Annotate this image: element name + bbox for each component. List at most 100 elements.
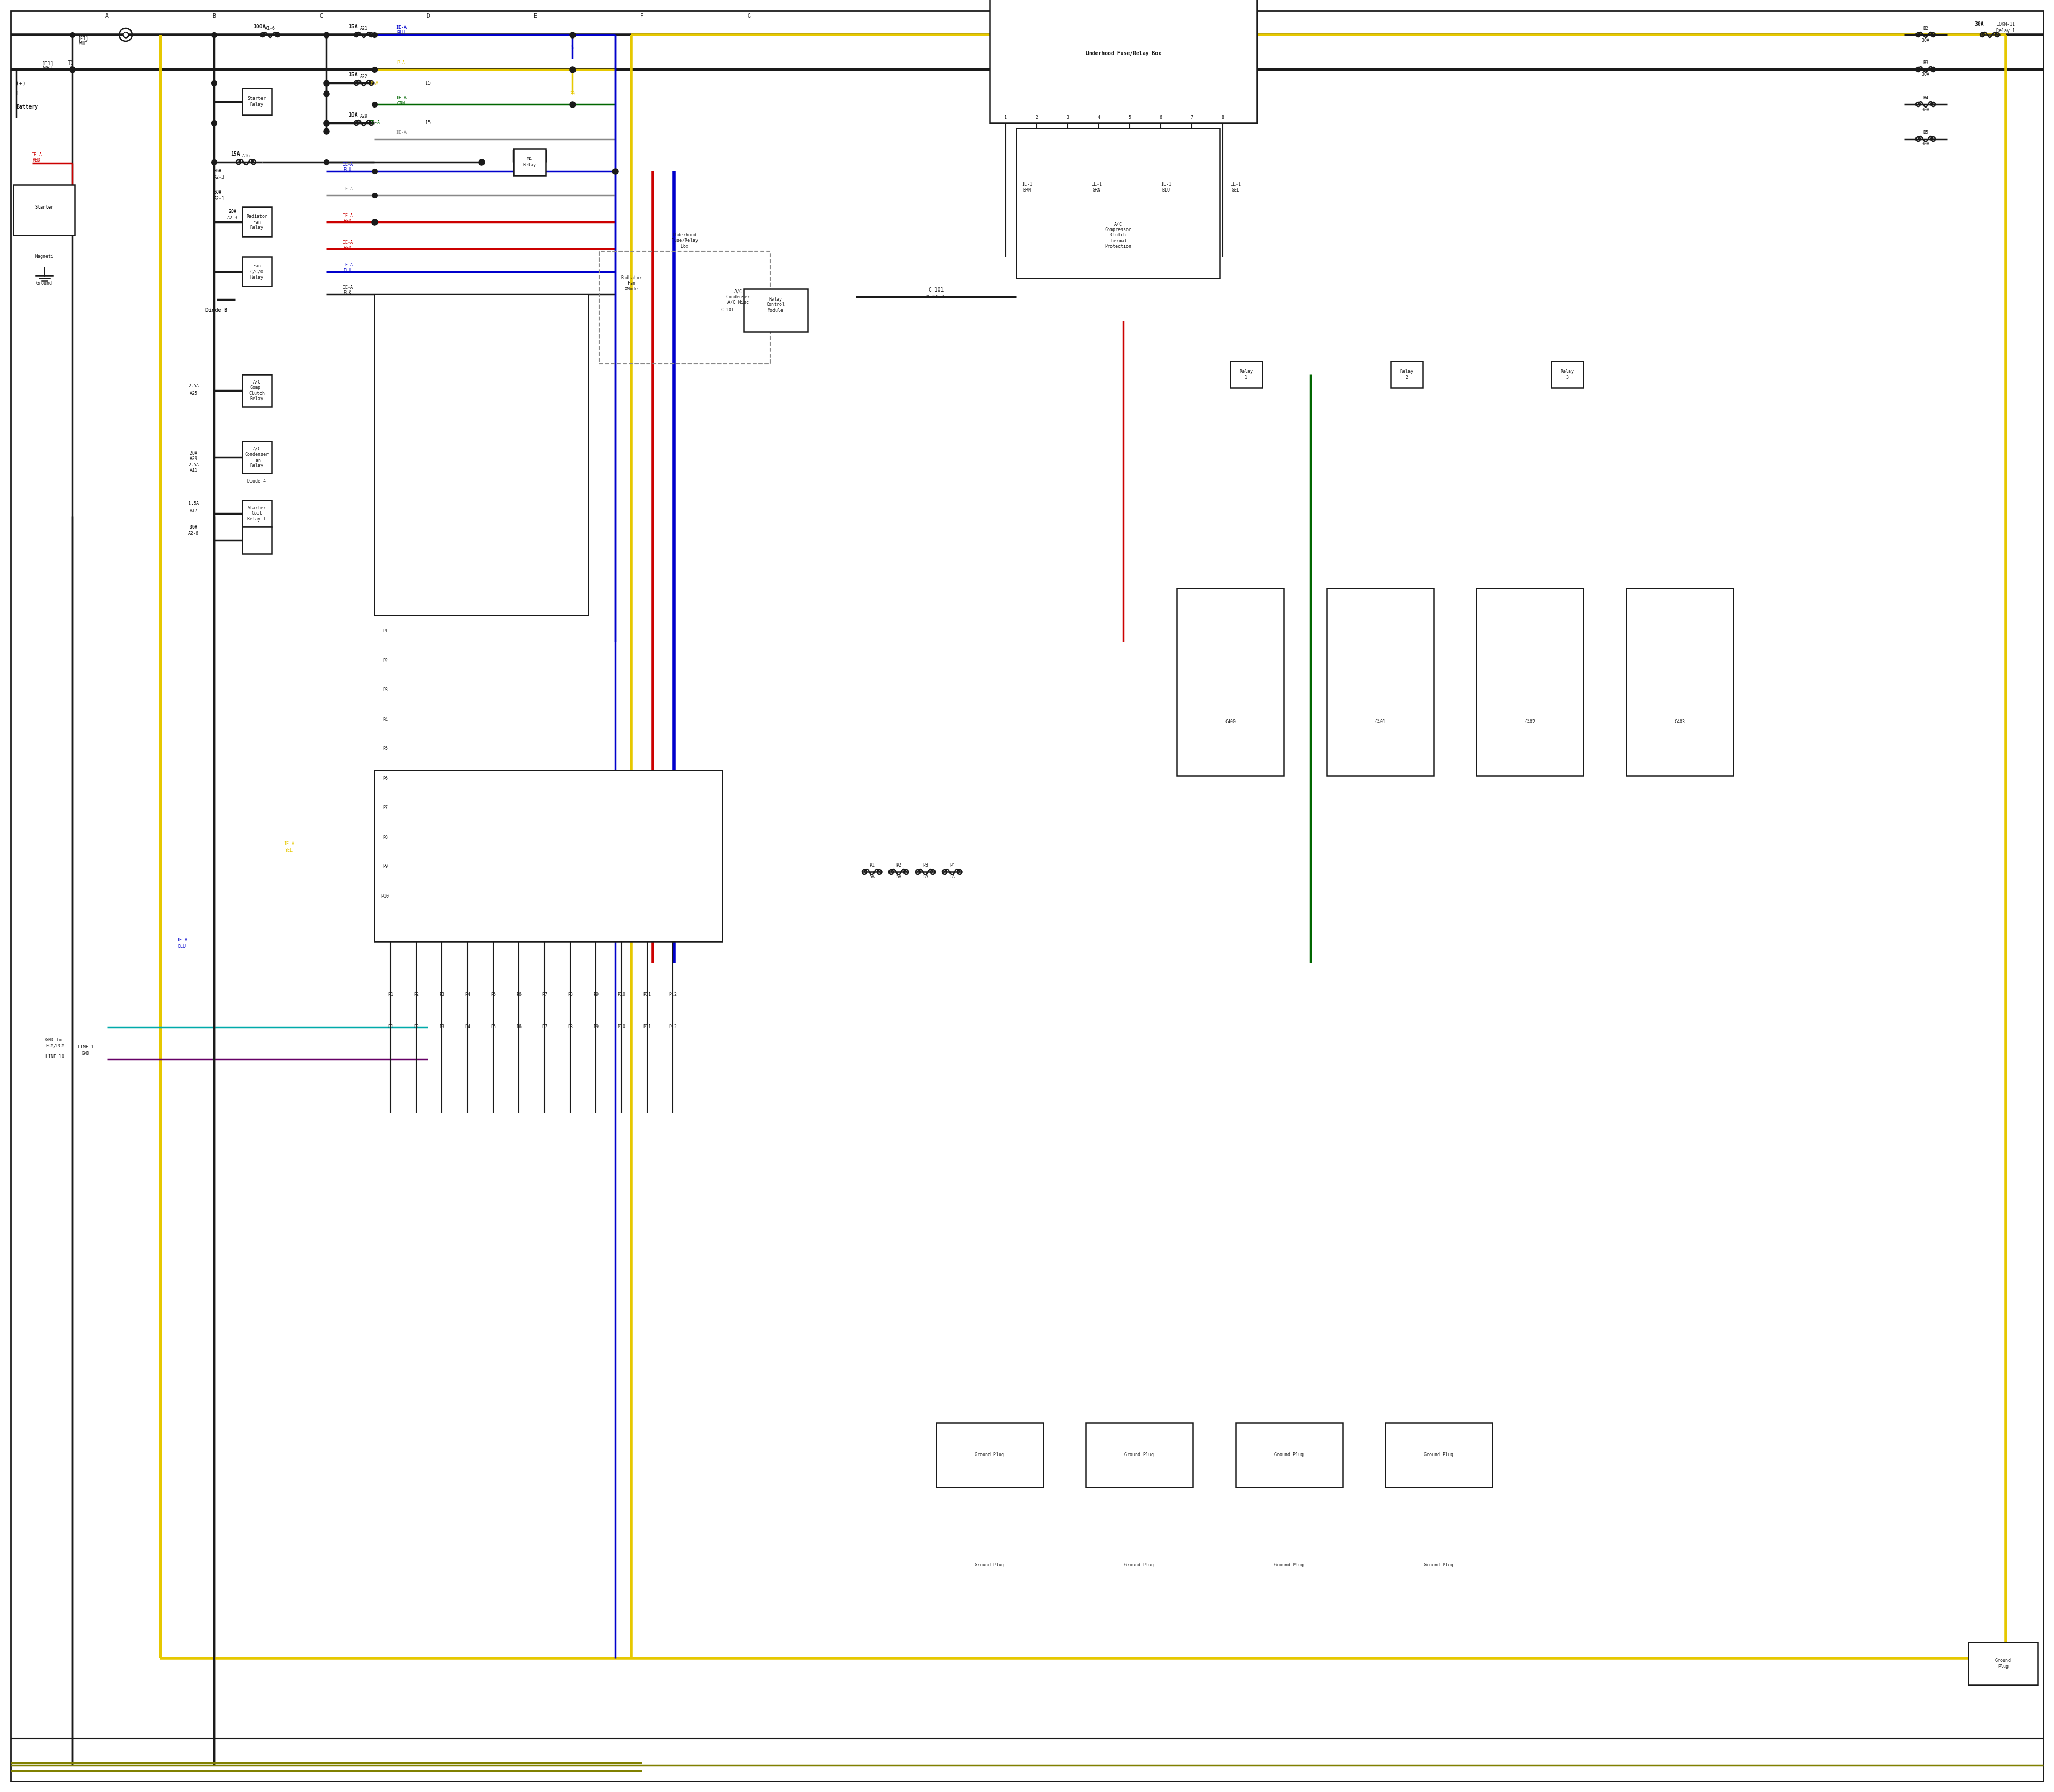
Text: Ground Plug: Ground Plug [976,1563,1004,1566]
Text: P7: P7 [542,1025,546,1029]
Text: 30A: 30A [1923,38,1929,43]
Text: 1: 1 [1004,115,1006,120]
Text: Ground
Plug: Ground Plug [1994,1658,2011,1668]
Text: A2-3: A2-3 [214,176,224,179]
Text: 15A: 15A [230,151,240,156]
Text: P1: P1 [388,1025,392,1029]
FancyBboxPatch shape [242,500,271,527]
Text: P3: P3 [440,1025,444,1029]
Text: Ground Plug: Ground Plug [1126,1563,1154,1566]
Text: Starter
Relay: Starter Relay [246,97,267,108]
Text: IL-1
BLU: IL-1 BLU [1161,183,1171,192]
Text: BLU: BLU [396,30,405,36]
Text: A17: A17 [189,509,197,513]
Text: Fan
C/C/O
Relay: Fan C/C/O Relay [251,263,263,280]
Text: A/C
Compressor
Clutch
Thermal
Protection: A/C Compressor Clutch Thermal Protection [1105,222,1132,249]
Text: A29: A29 [359,115,368,118]
Text: P11: P11 [643,993,651,998]
Text: 36A: 36A [214,168,222,174]
Text: IL-1
GEL: IL-1 GEL [1230,183,1241,192]
Bar [1477,588,1584,776]
Text: GRN: GRN [396,100,405,106]
Text: GND to
ECM/PCM: GND to ECM/PCM [45,1038,64,1048]
Text: IOKM-11: IOKM-11 [1996,22,2015,27]
Text: IE-A: IE-A [370,120,380,125]
Text: Starter
Coil
Relay 1: Starter Coil Relay 1 [246,505,267,521]
Text: RED: RED [343,246,351,251]
FancyBboxPatch shape [514,149,546,176]
Text: IE-A: IE-A [343,186,353,192]
Text: WHT: WHT [78,41,86,47]
Bar [14,185,74,235]
Text: 30A: 30A [1974,22,1984,27]
Text: T1: T1 [68,61,74,66]
Text: RED: RED [33,158,41,163]
Text: A/C
Condenser
Fan
Relay: A/C Condenser Fan Relay [244,446,269,468]
Text: C: C [318,13,322,18]
Text: LINE 10: LINE 10 [45,1054,64,1059]
Text: 2: 2 [1035,115,1037,120]
Text: Ground Plug: Ground Plug [976,1453,1004,1457]
Text: B3: B3 [1923,61,1929,66]
Text: (+): (+) [16,81,25,86]
Text: Relay
3: Relay 3 [1561,369,1573,380]
Text: IE-A: IE-A [343,213,353,219]
Bar [1968,1641,2038,1684]
Text: P10: P10 [618,993,626,998]
Text: IE-A: IE-A [177,937,187,943]
Text: E: E [534,13,536,18]
Text: P10: P10 [618,1025,626,1029]
Text: IL-1
BRN: IL-1 BRN [1021,183,1033,192]
Text: 0.125 L: 0.125 L [926,294,945,299]
Text: C402: C402 [1524,720,1534,724]
FancyBboxPatch shape [242,375,271,407]
Text: 5A: 5A [896,874,902,880]
Text: RED: RED [343,219,351,224]
FancyBboxPatch shape [242,208,271,237]
Text: P8: P8 [567,993,573,998]
Text: IE-A: IE-A [343,285,353,290]
Bar [744,289,807,332]
Text: P11: P11 [643,1025,651,1029]
Text: 5A: 5A [869,874,875,880]
Text: 7: 7 [1191,115,1193,120]
Bar [1627,588,1734,776]
Text: P-A: P-A [370,81,378,86]
Text: 1: 1 [16,91,18,97]
Text: BLU: BLU [343,269,351,272]
Text: P12: P12 [670,1025,678,1029]
Text: 2.5A: 2.5A [189,383,199,389]
Text: P-A: P-A [396,61,405,66]
Text: P10: P10 [382,894,388,898]
Text: [E1]: [E1] [41,61,53,66]
Text: P1: P1 [869,864,875,867]
Text: Relay
Control
Module: Relay Control Module [766,297,785,314]
Text: P4: P4 [382,717,388,722]
Text: P5: P5 [491,1025,495,1029]
Text: Magneti: Magneti [35,254,53,260]
Text: 4: 4 [1097,115,1101,120]
Text: A2-3: A2-3 [228,215,238,220]
Bar [1087,1423,1193,1487]
Text: Starter: Starter [35,204,53,210]
Text: B4: B4 [1923,95,1929,100]
Text: 30A: 30A [1923,142,1929,147]
Text: 2.5A: 2.5A [189,462,199,468]
Text: G: G [748,13,750,18]
Text: 20A: 20A [228,210,236,213]
Text: B: B [212,13,216,18]
Text: IE-A: IE-A [396,95,407,100]
Text: P7: P7 [382,805,388,810]
Text: IE-A: IE-A [343,263,353,267]
Text: A2-1: A2-1 [214,197,224,201]
Text: P2: P2 [382,658,388,663]
Text: Relay
1: Relay 1 [1241,369,1253,380]
Text: 5A: 5A [949,874,955,880]
Text: C403: C403 [1674,720,1684,724]
Text: P8: P8 [382,835,388,840]
Text: P8: P8 [567,1025,573,1029]
Text: A/C
Condenser
A/C Misc: A/C Condenser A/C Misc [727,289,750,305]
Text: A: A [105,13,109,18]
Text: P9: P9 [594,1025,598,1029]
Text: IE-A: IE-A [396,25,407,30]
